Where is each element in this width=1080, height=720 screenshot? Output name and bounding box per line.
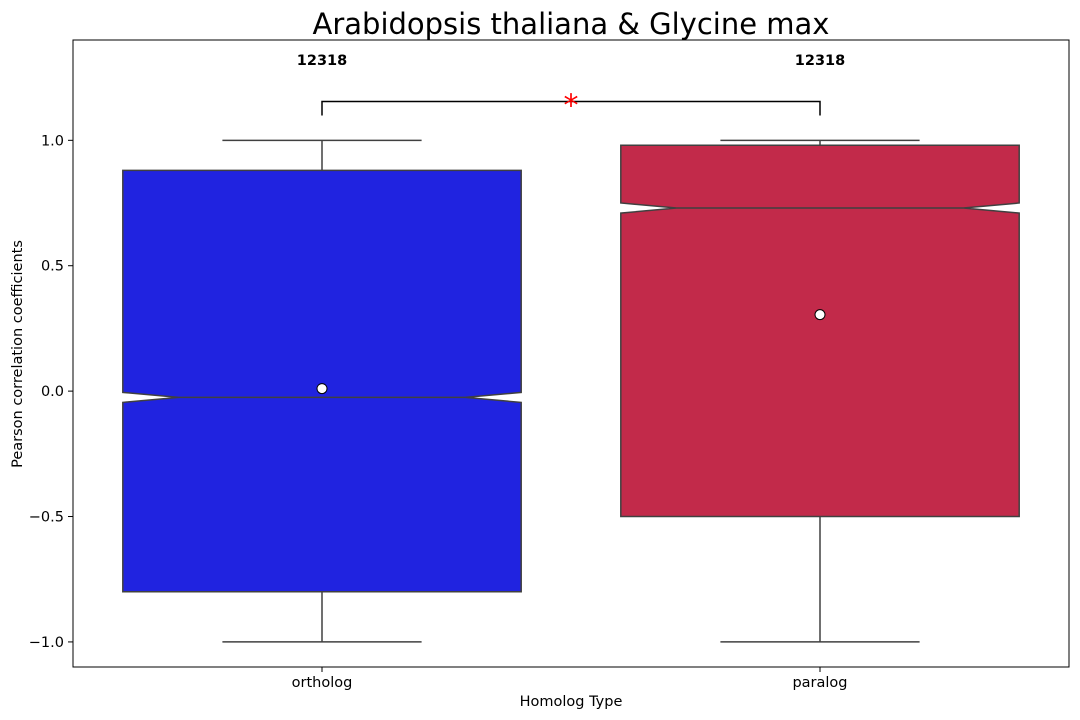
chart-title: Arabidopsis thaliana & Glycine max (313, 7, 830, 41)
y-tick-label: 0.0 (41, 384, 64, 400)
notched-box-paralog (620, 144, 1020, 518)
y-tick-label: −0.5 (29, 510, 64, 526)
y-tick-label: 0.5 (41, 259, 64, 275)
mean-marker (316, 383, 328, 395)
x-axis-label: Homolog Type (520, 694, 623, 710)
significance-marker: * (564, 88, 579, 123)
y-axis-label: Pearson correlation coefficients (10, 240, 26, 468)
y-tick-label: 1.0 (41, 133, 64, 149)
count-label: 12318 (297, 53, 347, 69)
notched-box-ortholog (122, 169, 522, 593)
x-tick-label: paralog (792, 675, 847, 691)
y-tick-label: −1.0 (29, 635, 64, 651)
plot-area-frame (72, 39, 1070, 668)
significance-bracket (321, 100, 821, 116)
count-label: 12318 (795, 53, 845, 69)
x-tick-label: ortholog (292, 675, 353, 691)
mean-marker (814, 309, 826, 321)
